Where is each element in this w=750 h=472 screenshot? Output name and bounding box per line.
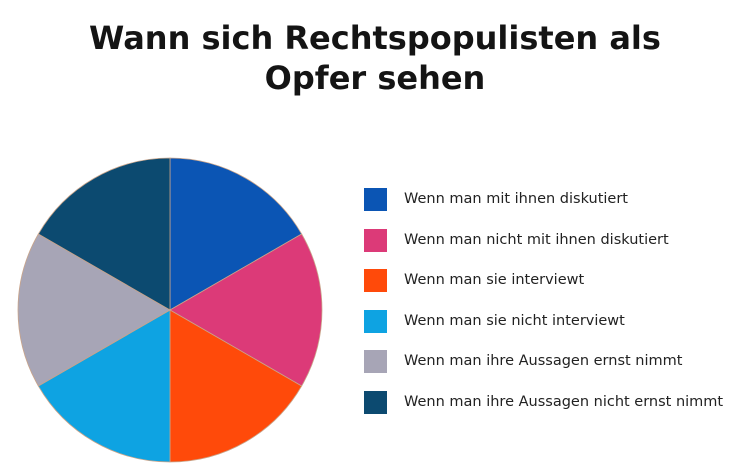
legend-swatch-2 bbox=[364, 228, 387, 252]
legend-swatch-3 bbox=[364, 269, 387, 293]
legend-swatch-6 bbox=[364, 390, 387, 414]
pie-slice-6 bbox=[37, 157, 171, 311]
legend-label-1: Wenn man mit ihnen diskutiert bbox=[404, 191, 628, 207]
pie-slice-3 bbox=[169, 309, 303, 463]
pie-slice-4 bbox=[37, 309, 171, 463]
pie-slice-5 bbox=[17, 233, 171, 387]
chart-title-line-2: Opfer sehen bbox=[264, 59, 486, 97]
chart-title: Wann sich Rechtspopulisten als Opfer seh… bbox=[0, 18, 750, 98]
legend-label-5: Wenn man ihre Aussagen ernst nimmt bbox=[404, 353, 683, 370]
legend-label-2: Wenn man nicht mit ihnen diskutiert bbox=[404, 231, 669, 248]
chart-title-line-1: Wann sich Rechtspopulisten als bbox=[89, 19, 661, 57]
legend-item-2: Wenn man nicht mit ihnen diskutiert bbox=[364, 227, 744, 268]
legend-label-3: Wenn man sie interviewt bbox=[404, 272, 585, 289]
legend-item-5: Wenn man ihre Aussagen ernst nimmt bbox=[364, 348, 744, 389]
legend: Wenn man mit ihnen diskutiert Wenn man ni… bbox=[364, 186, 744, 430]
legend-item-6: Wenn man ihre Aussagen nicht ernst nimmt bbox=[364, 389, 744, 430]
legend-swatch-1 bbox=[364, 188, 387, 211]
legend-item-1: Wenn man mit ihnen diskutiert bbox=[364, 186, 744, 227]
legend-item-3: Wenn man sie interviewt bbox=[364, 267, 744, 308]
legend-label-6: Wenn man ihre Aussagen nicht ernst nimmt bbox=[404, 393, 724, 410]
pie-chart bbox=[17, 157, 323, 463]
legend-swatch-4 bbox=[364, 309, 387, 333]
legend-swatch-5 bbox=[364, 350, 387, 374]
legend-label-4: Wenn man sie nicht interviewt bbox=[404, 312, 625, 329]
pie-slice-2 bbox=[169, 233, 323, 387]
pie-slice-1 bbox=[169, 157, 303, 311]
legend-item-4: Wenn man sie nicht interviewt bbox=[364, 308, 744, 349]
